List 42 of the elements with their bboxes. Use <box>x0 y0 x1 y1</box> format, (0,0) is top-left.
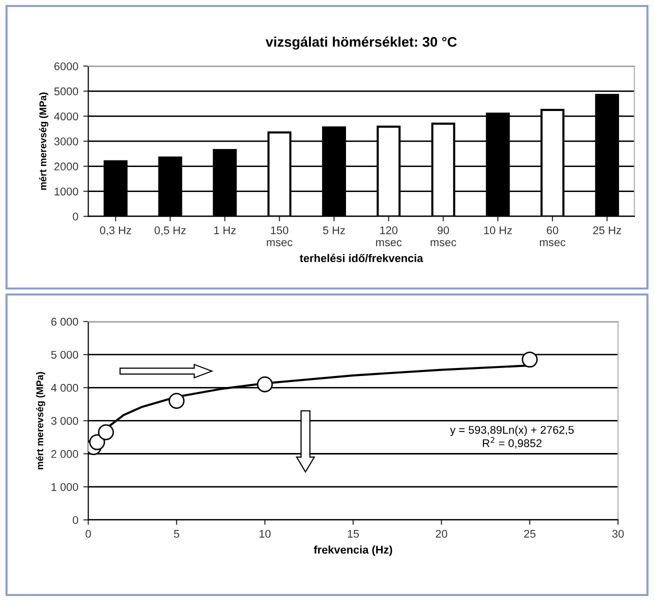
point <box>89 434 106 450</box>
x-tick-label: 15 <box>348 530 359 538</box>
x-axis-title: terhelési idő/frekvencia <box>300 254 424 262</box>
x-tick-label: 10 Hz <box>484 226 512 234</box>
y-tick-label: 4 000 <box>51 384 78 392</box>
y-tick-label: 0 <box>72 516 78 524</box>
y-tick-label: 4000 <box>54 112 78 120</box>
y-tick-label: 3 000 <box>51 416 78 425</box>
x-tick-label: 5 <box>174 530 180 538</box>
y-tick-label: 5 000 <box>51 350 78 359</box>
x-tick-label: 90 msec <box>430 226 456 246</box>
x-tick-label: 30 <box>612 530 624 538</box>
x-tick-label: 0,3 Hz <box>100 226 132 236</box>
y-axis-title: mért merevség (MPa) <box>39 92 48 190</box>
x-tick-label: 20 <box>436 530 448 538</box>
y-tick-label: 0 <box>72 212 78 220</box>
y-tick-label: 6000 <box>54 62 78 70</box>
x-tick-label: 120 msec <box>376 226 402 246</box>
x-tick-label: 0,5 Hz <box>154 226 186 236</box>
y-axis-title: mért merevség (MPa) <box>36 372 46 470</box>
x-tick-label: 5 Hz <box>323 226 345 234</box>
y-tick-label: 6 000 <box>51 318 78 326</box>
y-tick-label: 3000 <box>54 138 78 146</box>
x-axis-title: frekvencia (Hz) <box>314 546 392 556</box>
point <box>168 392 185 409</box>
chart-title: vizsgálati hömérséklet: 30 °C <box>266 36 457 50</box>
x-tick-label: 25 <box>524 530 536 538</box>
y-tick-label: 2000 <box>54 162 78 170</box>
x-tick-label: 10 <box>260 530 271 538</box>
point <box>522 352 538 368</box>
x-tick-label: 0 <box>86 530 91 538</box>
y-tick-label: 1000 <box>54 188 78 196</box>
point <box>256 376 273 392</box>
y-tick-label: 2 000 <box>51 450 78 458</box>
x-tick-label: 1 Hz <box>214 226 236 234</box>
x-tick-label: 150 msec <box>266 226 292 246</box>
y-tick-label: 5000 <box>54 87 78 96</box>
y-tick-label: 1 000 <box>52 483 78 491</box>
annotation: y = 593,89Ln(x) + 2762,5 R$^{2}$ = 0,9852 <box>450 426 574 448</box>
x-tick-label: 25 Hz <box>593 226 622 234</box>
point <box>98 424 114 440</box>
x-tick-label: 60 msec <box>540 226 566 246</box>
